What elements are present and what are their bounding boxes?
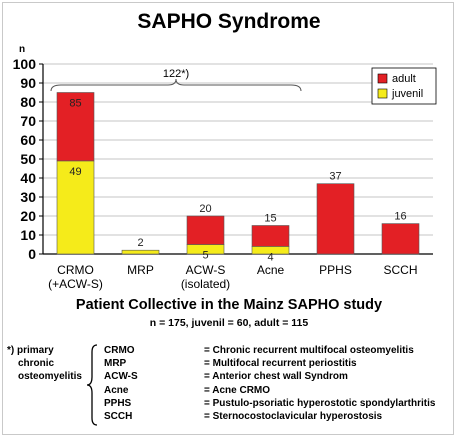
- data-label: 15: [264, 213, 276, 225]
- data-label: 2: [137, 237, 143, 249]
- abbreviation: ACW-S: [104, 371, 138, 383]
- bar-juvenil: [56, 160, 95, 255]
- definition: = Chronic recurrent multifocal osteomyel…: [204, 345, 414, 356]
- chart-subtitle: Patient Collective in the Mainz SAPHO st…: [75, 297, 383, 313]
- abbreviation: Acne: [104, 384, 129, 396]
- x-tick-label: ACW-S: [186, 263, 226, 277]
- x-tick-label: PPHS: [319, 263, 352, 277]
- y-axis-label: n: [19, 44, 25, 55]
- definition: = Sternocostoclavicular hyperostosis: [204, 411, 383, 423]
- footnote-label: *) primary chronic osteomyelitis: [7, 344, 82, 383]
- x-tick-label: Acne: [257, 263, 285, 277]
- abbreviation-list: CRMO MRP ACW-S Acne PPHS SCCH: [104, 344, 138, 423]
- legend-swatch-juvenil: [377, 88, 388, 99]
- definition: = Pustulo-psoriatic hyperostotic spondyl…: [204, 397, 436, 409]
- definition-list: = Chronic recurrent multifocal osteomyel…: [204, 344, 435, 423]
- definition: = Multifocal recurrent periostitis: [204, 358, 357, 370]
- bar-adult: [381, 223, 420, 255]
- y-tick-label: 10: [20, 227, 36, 243]
- figure-frame: [2, 2, 454, 435]
- data-label: 49: [69, 166, 81, 178]
- abbreviation: PPHS: [104, 397, 132, 409]
- definition: = Anterior chest wall Syndrom: [204, 371, 348, 383]
- y-tick-label: 50: [20, 151, 36, 167]
- y-tick-label: 100: [13, 56, 37, 72]
- data-label: 37: [329, 171, 341, 183]
- footnote-label-line: *) primary: [7, 345, 54, 356]
- data-label: 20: [199, 203, 211, 215]
- y-tick-label: 20: [20, 208, 36, 224]
- y-tick-label: 80: [20, 94, 36, 110]
- study-stats: n = 175, juvenil = 60, adult = 115: [149, 317, 309, 329]
- x-tick-label: CRMO: [57, 263, 94, 277]
- y-tick-label: 30: [20, 189, 36, 205]
- data-label: 5: [202, 250, 208, 262]
- x-tick-label: (+ACW-S): [48, 277, 103, 291]
- y-tick-label: 70: [20, 113, 36, 129]
- y-tick-label: 0: [28, 246, 36, 262]
- bar-adult: [186, 215, 225, 245]
- y-tick-label: 40: [20, 170, 36, 186]
- legend-label-juvenil: juvenil: [391, 88, 423, 100]
- abbreviation: SCCH: [104, 411, 133, 423]
- y-tick-label: 60: [20, 132, 36, 148]
- abbreviation: CRMO: [104, 345, 135, 356]
- bar-adult: [56, 92, 95, 162]
- footnote-label-line: osteomyelitis: [18, 371, 82, 382]
- legend-label-adult: adult: [392, 73, 416, 85]
- legend-swatch-adult: [377, 73, 388, 84]
- footnote-label-line: chronic: [18, 358, 55, 369]
- abbreviation: MRP: [104, 358, 127, 370]
- bar-juvenil: [121, 249, 160, 255]
- data-label: 4: [267, 251, 273, 263]
- data-label: 16: [394, 211, 406, 223]
- definition: = Acne CRMO: [204, 384, 271, 396]
- data-label: 85: [69, 98, 81, 110]
- x-tick-label: MRP: [127, 263, 154, 277]
- chart-title: SAPHO Syndrome: [137, 10, 321, 33]
- annotation-label: 122*): [163, 68, 189, 80]
- footnote-brace: [86, 344, 98, 426]
- x-tick-label: SCCH: [383, 263, 417, 277]
- annotation-brace: [50, 78, 302, 92]
- y-tick-label: 90: [20, 75, 36, 91]
- bar-adult: [316, 183, 355, 255]
- bar-adult: [251, 225, 290, 247]
- x-tick-label: (isolated): [181, 277, 230, 291]
